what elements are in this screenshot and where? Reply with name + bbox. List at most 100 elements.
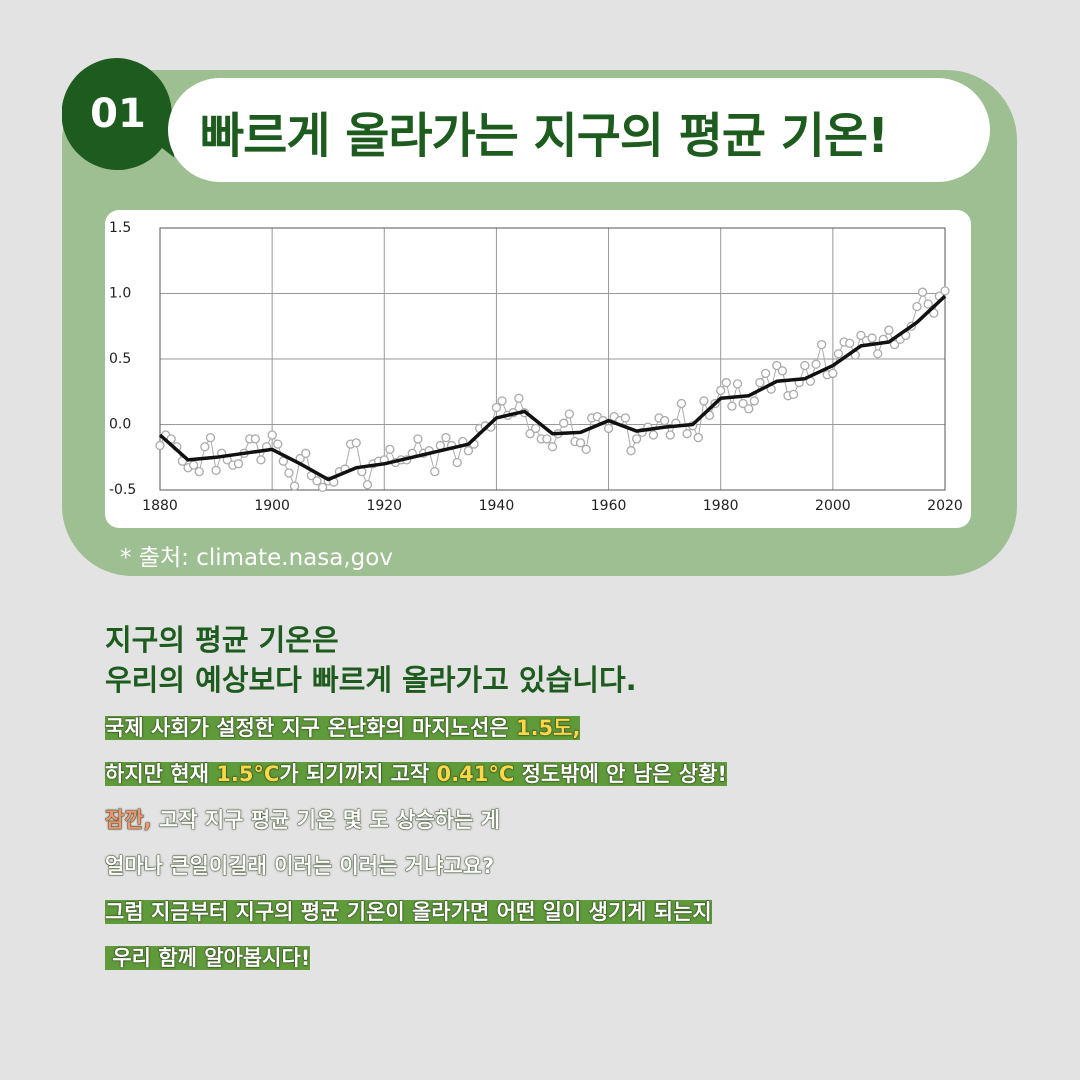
data-point	[800, 360, 810, 371]
data-point	[514, 393, 524, 403]
data-point	[889, 339, 900, 350]
data-point	[631, 434, 642, 444]
data-point	[385, 444, 395, 455]
text: 정도밖에 안 남은 상황!	[514, 762, 727, 786]
data-point	[665, 430, 675, 440]
data-point	[525, 429, 535, 439]
chart: -0.5 0.0 0.5 1.0 1.5 1880 1900 1920 1940 1960 1980…	[109, 220, 963, 514]
data-point	[738, 398, 748, 409]
data-point	[721, 377, 731, 388]
body-line: 그럼 지금부터 지구의 평균 기온이 올라가면 어떤 일이 생기게 되는지	[105, 896, 727, 942]
data-point	[542, 434, 552, 444]
data-point	[301, 448, 311, 458]
data-point	[659, 415, 670, 426]
x-tick-label: 1940	[479, 498, 515, 514]
text: 국제 사회가 설정한 지구 온난화의 마지노선은	[105, 716, 516, 740]
heading: 지구의 평균 기온은 우리의 예상보다 빠르게 올라가고 있습니다.	[105, 620, 637, 700]
x-tick-label: 1980	[703, 498, 739, 514]
highlight: 잠깐,	[105, 808, 152, 833]
data-point	[463, 446, 474, 456]
data-point	[755, 377, 765, 388]
body-line: 잠깐, 고작 지구 평균 기온 몇 도 상승하는 게	[105, 804, 727, 850]
text: 얼마나 큰일이길래 이러는 이러는 거냐고요?	[105, 854, 495, 879]
data-point	[430, 467, 440, 477]
data-point	[917, 287, 928, 297]
data-point	[704, 410, 715, 420]
highlight: 1.5°C	[216, 762, 280, 787]
data-point	[273, 439, 283, 449]
data-point	[772, 360, 782, 371]
data-point	[491, 402, 502, 413]
data-point	[441, 432, 451, 443]
data-point	[256, 455, 266, 465]
data-point	[603, 423, 614, 434]
body-line: 우리 함께 알아봅시다!	[105, 942, 727, 988]
data-point	[351, 438, 361, 448]
data-point	[547, 442, 558, 452]
data-point	[531, 423, 541, 434]
body-line: 국제 사회가 설정한 지구 온난화의 마지노선은 1.5도,	[105, 712, 727, 758]
data-point	[648, 430, 659, 440]
data-point	[362, 480, 373, 490]
annual-line	[159, 290, 946, 488]
plot-frame	[159, 227, 946, 491]
x-tick-label: 1920	[366, 498, 402, 514]
data-point	[317, 482, 328, 493]
y-tick-label: 0.5	[109, 351, 131, 367]
data-point	[564, 409, 574, 419]
data-point	[716, 385, 726, 396]
data-point	[856, 330, 866, 341]
data-point	[727, 401, 737, 411]
data-point	[289, 481, 300, 491]
data-point	[760, 368, 771, 379]
data-point	[278, 456, 289, 466]
data-point	[413, 434, 423, 444]
data-point	[155, 440, 165, 451]
y-tick-label: -0.5	[109, 482, 136, 498]
x-tick-label: 2020	[927, 498, 963, 514]
highlight: 1.5도,	[515, 716, 581, 741]
data-point	[788, 389, 799, 400]
data-point	[912, 301, 922, 312]
data-point	[620, 413, 631, 423]
badge: 01	[62, 58, 174, 170]
text: 고작 지구 평균 기온 몇 도 상승하는 게	[151, 808, 501, 833]
body-line: 얼마나 큰일이길래 이러는 이러는 거냐고요?	[105, 850, 727, 896]
text: 그럼 지금부터 지구의 평균 기온이 올라가면 어떤 일이 생기게 되는지	[105, 900, 712, 925]
x-tick-label: 1880	[142, 498, 178, 514]
data-point	[284, 468, 294, 478]
data-point	[749, 396, 760, 406]
heading-line: 지구의 평균 기온은	[105, 623, 339, 657]
badge-number: 01	[90, 91, 146, 137]
data-point	[929, 308, 939, 318]
data-point	[497, 396, 507, 406]
data-point	[923, 299, 933, 309]
data-point	[233, 459, 244, 469]
heading-line: 우리의 예상보다 빠르게 올라가고 있습니다.	[105, 663, 637, 697]
data-point	[626, 446, 636, 456]
data-point	[312, 476, 322, 486]
data-point	[811, 359, 821, 369]
text: 하지만 현재	[105, 762, 217, 786]
data-point	[267, 430, 277, 440]
chart-box: -0.5 0.0 0.5 1.0 1.5 1880 1900 1920 1940 1960 1980…	[105, 210, 971, 528]
data-point	[581, 444, 591, 455]
data-point	[452, 457, 462, 468]
data-point	[194, 467, 204, 477]
data-point	[884, 325, 894, 335]
body: 국제 사회가 설정한 지구 온난화의 마지노선은 1.5도, 하지만 현재 1.…	[105, 712, 728, 988]
data-point	[828, 368, 838, 379]
body-line: 하지만 현재 1.5°C가 되기까지 고작 0.41°C 정도밖에 안 남은 상…	[105, 758, 728, 804]
data-point	[211, 465, 221, 476]
data-point	[435, 440, 446, 451]
source: * 출처: climate.nasa,gov	[120, 545, 393, 571]
data-point	[693, 432, 703, 443]
data-point	[940, 286, 950, 296]
data-point	[867, 333, 877, 343]
text: 우리 함께 알아봅시다!	[105, 946, 311, 970]
highlight: 0.41°C	[436, 762, 515, 787]
x-tick-label: 1960	[591, 498, 627, 514]
data-point	[575, 438, 586, 448]
text: 가 되기까지 고작	[279, 762, 437, 786]
